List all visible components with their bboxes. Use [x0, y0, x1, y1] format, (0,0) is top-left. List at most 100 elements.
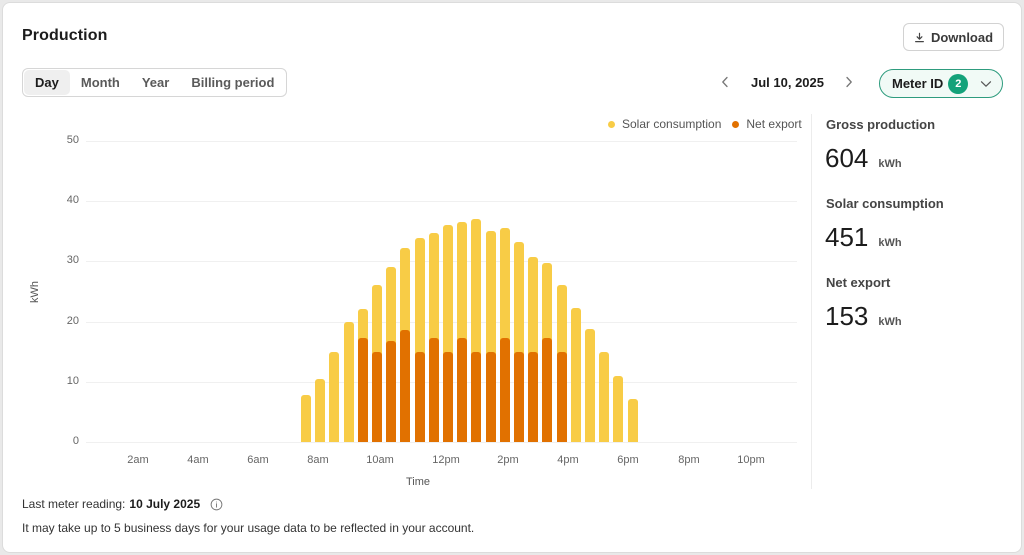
bar-net-export[interactable] — [542, 338, 553, 442]
download-label: Download — [930, 29, 994, 45]
x-tick-label: 8am — [307, 454, 329, 466]
bar-net-export[interactable] — [457, 338, 468, 442]
chevron-right-icon — [846, 76, 852, 88]
legend-dot-icon — [732, 120, 740, 128]
stat-unit: kWh — [878, 158, 902, 170]
gridline — [86, 321, 797, 323]
x-tick-label: 4pm — [557, 454, 579, 466]
stat-net-export-label: Net export — [826, 275, 891, 290]
last-reading-label: Last meter reading: — [22, 497, 126, 511]
stat-solar-consumption-label: Solar consumption — [826, 196, 944, 211]
y-tick-label: 10 — [66, 374, 79, 387]
tab-month[interactable]: Month — [70, 70, 131, 95]
x-tick-label: 10pm — [737, 454, 765, 466]
last-reading-date: 10 July 2025 — [129, 497, 201, 511]
x-tick-label: 8pm — [678, 454, 700, 466]
stat-net-export-value: 153 kWh — [825, 301, 902, 332]
x-tick-label: 6am — [247, 454, 269, 466]
legend-label: Solar consumption — [622, 117, 722, 131]
legend-item-solar-consumption: Solar consumption — [608, 117, 721, 131]
bar-net-export[interactable] — [471, 351, 482, 442]
bar-solar-consumption[interactable] — [414, 237, 425, 442]
bar-solar-consumption[interactable] — [471, 218, 482, 442]
bar-net-export[interactable] — [428, 338, 439, 442]
bar-solar-consumption[interactable] — [570, 307, 581, 442]
divider — [811, 114, 812, 489]
tab-label: Year — [141, 75, 170, 90]
tab-billing-period[interactable]: Billing period — [180, 70, 285, 95]
bar-solar-consumption[interactable] — [485, 230, 496, 442]
previous-date-button[interactable] — [717, 73, 733, 91]
x-tick-label: 2pm — [497, 454, 519, 466]
tab-year[interactable]: Year — [131, 70, 180, 95]
next-date-button[interactable] — [841, 73, 857, 91]
bar-net-export[interactable] — [556, 351, 567, 442]
bar-solar-consumption[interactable] — [613, 375, 624, 442]
tab-label: Billing period — [191, 75, 275, 90]
y-tick-label: 30 — [66, 254, 79, 267]
bar-solar-consumption[interactable] — [428, 233, 439, 442]
stat-gross-production-label: Gross production — [826, 117, 936, 132]
bar-net-export[interactable] — [400, 330, 411, 442]
stat-solar-consumption-value: 451 kWh — [825, 222, 902, 253]
bar-solar-consumption[interactable] — [343, 321, 354, 442]
tab-label: Month — [80, 75, 120, 90]
y-axis-label: kWh — [29, 281, 41, 303]
x-axis-label: Time — [406, 476, 431, 488]
gridline — [86, 201, 797, 203]
x-tick-label: 6pm — [617, 454, 639, 466]
y-tick-label: 0 — [72, 435, 79, 447]
bar-solar-consumption[interactable] — [329, 352, 340, 442]
bar-net-export[interactable] — [528, 351, 539, 442]
bar-net-export[interactable] — [372, 351, 382, 442]
bar-net-export[interactable] — [485, 351, 496, 442]
bar-solar-consumption[interactable] — [301, 395, 311, 442]
gridline — [86, 442, 797, 443]
download-button[interactable]: Download — [903, 23, 1004, 51]
stat-unit: kWh — [878, 316, 902, 328]
legend-dot-icon — [608, 120, 615, 128]
bar-net-export[interactable] — [414, 351, 425, 442]
bar-solar-consumption[interactable] — [599, 351, 610, 442]
x-tick-label: 10am — [366, 454, 394, 466]
bar-solar-consumption[interactable] — [443, 225, 453, 442]
bar-net-export[interactable] — [499, 338, 510, 442]
info-icon[interactable] — [210, 498, 223, 511]
bar-solar-consumption[interactable] — [457, 221, 468, 442]
bar-solar-consumption[interactable] — [585, 328, 595, 442]
meter-id-label: Meter ID — [892, 76, 944, 91]
data-delay-note: It may take up to 5 business days for yo… — [22, 521, 475, 535]
chevron-left-icon — [722, 76, 728, 88]
meter-count-badge: 2 — [948, 73, 969, 94]
bar-net-export[interactable] — [514, 351, 524, 442]
tab-label: Day — [35, 75, 59, 90]
bar-net-export[interactable] — [443, 351, 453, 442]
bar-solar-consumption[interactable] — [499, 227, 510, 442]
period-tabs: Day Month Year Billing period — [22, 68, 288, 97]
y-tick-label: 20 — [66, 314, 79, 327]
x-tick-label: 12pm — [432, 454, 460, 466]
page-title: Production — [22, 27, 108, 44]
chevron-down-icon — [981, 80, 992, 87]
stat-number: 451 — [825, 222, 869, 252]
stat-gross-production-value: 604 kWh — [825, 143, 902, 174]
y-tick-label: 40 — [66, 194, 79, 207]
bar-net-export[interactable] — [357, 338, 368, 442]
bar-net-export[interactable] — [386, 340, 397, 442]
bar-solar-consumption[interactable] — [528, 256, 539, 442]
download-icon — [914, 32, 924, 42]
y-tick-label: 50 — [66, 134, 79, 146]
meter-id-dropdown[interactable]: Meter ID 2 — [879, 69, 1003, 98]
chart-legend: Solar consumption Net export — [608, 117, 813, 131]
tab-day[interactable]: Day — [24, 70, 70, 95]
bar-solar-consumption[interactable] — [315, 379, 326, 442]
bar-solar-consumption[interactable] — [514, 242, 524, 442]
gridline — [86, 381, 797, 383]
bar-solar-consumption[interactable] — [627, 399, 638, 442]
selected-date: Jul 10, 2025 — [751, 75, 824, 90]
stat-unit: kWh — [878, 237, 902, 249]
stat-number: 153 — [825, 301, 869, 331]
x-tick-label: 2am — [127, 454, 149, 466]
gridline — [86, 261, 797, 263]
